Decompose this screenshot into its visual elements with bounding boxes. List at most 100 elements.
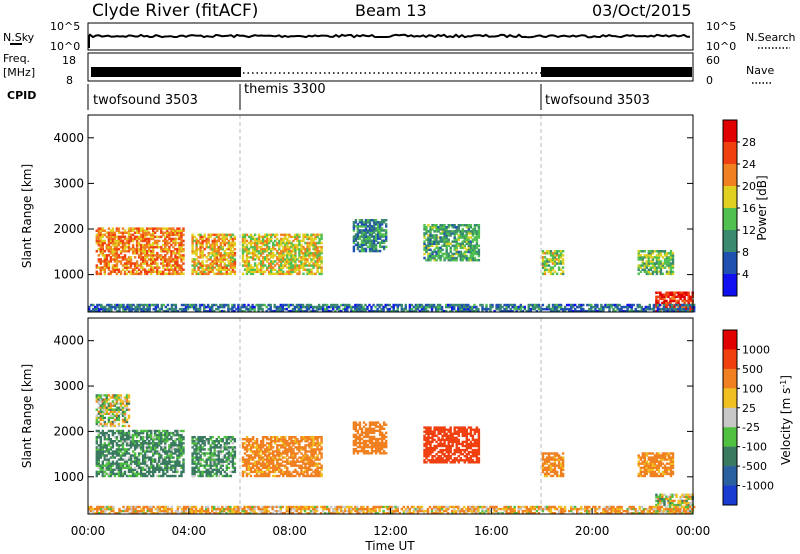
power-cell	[103, 270, 106, 273]
power-cell	[449, 309, 452, 313]
power-cell	[378, 303, 381, 307]
velocity-cell	[247, 466, 251, 469]
power-cell	[278, 245, 281, 249]
power-cell	[137, 247, 141, 251]
power-cell	[290, 258, 293, 261]
power-cell	[423, 248, 426, 252]
velocity-cell	[227, 458, 231, 461]
velocity-cell	[139, 452, 143, 455]
velocity-cell	[207, 464, 210, 467]
power-cell	[265, 305, 268, 309]
velocity-cell	[154, 438, 157, 441]
power-cell	[166, 229, 169, 232]
power-cell	[166, 247, 169, 251]
power-cell	[123, 241, 127, 245]
velocity-cell	[203, 464, 206, 467]
power-cell	[156, 270, 159, 273]
power-cell	[94, 309, 97, 313]
power-cell	[109, 252, 113, 255]
power-cell	[101, 233, 104, 237]
power-cell	[207, 258, 210, 261]
power-cell	[141, 260, 145, 263]
power-cell	[279, 307, 282, 311]
power-cell	[433, 236, 436, 239]
velocity-cell	[113, 452, 117, 455]
power-cell	[473, 258, 477, 262]
velocity-cell	[105, 458, 108, 461]
velocity-cell	[217, 462, 220, 465]
velocity-cell	[233, 456, 237, 459]
power-cell	[445, 226, 448, 229]
power-cell	[423, 240, 426, 243]
velocity-cell	[109, 462, 113, 465]
velocity-cell	[133, 456, 137, 459]
power-cell	[362, 239, 366, 242]
power-cell	[368, 233, 372, 236]
power-cell	[164, 243, 167, 247]
velocity-cell	[150, 458, 153, 461]
power-cell	[314, 243, 317, 247]
velocity-cell	[144, 468, 147, 471]
power-cell	[215, 252, 218, 255]
power-cell	[174, 237, 177, 241]
velocity-cell	[115, 400, 119, 403]
power-cell	[127, 245, 131, 249]
power-cell	[241, 305, 244, 309]
power-cell	[683, 293, 686, 296]
power-cell	[356, 245, 360, 249]
power-cell	[495, 307, 498, 311]
power-cell	[314, 262, 317, 265]
velocity-cell	[172, 456, 175, 459]
velocity-cell	[141, 440, 145, 443]
velocity-cell	[101, 452, 104, 455]
power-cell	[463, 307, 466, 311]
power-cell	[154, 309, 157, 313]
power-cell	[661, 256, 665, 259]
power-cell	[219, 258, 222, 261]
power-cell	[139, 243, 143, 247]
power-cell	[231, 303, 234, 307]
velocity-cell	[245, 474, 249, 478]
power-cell	[219, 303, 222, 307]
power-cell	[162, 243, 165, 247]
power-cell	[376, 225, 380, 228]
power-cell	[545, 252, 549, 255]
power-cell	[178, 231, 181, 234]
velocity-cell	[272, 468, 275, 471]
power-cell	[170, 303, 174, 307]
power-cell	[669, 301, 672, 305]
power-cell	[463, 305, 466, 309]
power-cell	[368, 309, 371, 313]
power-cell	[318, 256, 321, 259]
power-cell	[533, 305, 537, 309]
velocity-cell	[156, 466, 159, 469]
power-cell	[176, 233, 179, 237]
power-cell	[645, 266, 648, 269]
power-cell	[251, 303, 254, 307]
power-cell	[231, 237, 235, 241]
power-cell	[99, 235, 102, 239]
velocity-cell	[191, 472, 194, 476]
velocity-cell	[113, 420, 117, 424]
power-cell	[657, 291, 660, 294]
power-cell	[342, 307, 345, 311]
velocity-cell	[201, 458, 204, 461]
power-cell	[164, 231, 167, 234]
power-cell	[578, 309, 581, 313]
velocity-cell	[255, 440, 259, 443]
power-cell	[312, 262, 315, 265]
velocity-cell	[251, 436, 255, 439]
velocity-cell	[168, 454, 171, 457]
power-cell	[207, 252, 210, 255]
power-cell	[471, 238, 475, 241]
power-cell	[96, 303, 99, 307]
power-cell	[233, 262, 237, 265]
power-cell	[663, 258, 667, 261]
power-cell	[378, 249, 382, 253]
power-cell	[243, 245, 247, 249]
power-cell	[286, 243, 289, 247]
power-cell	[362, 243, 366, 247]
power-cell	[207, 254, 210, 257]
velocity-cell	[193, 472, 196, 476]
velocity-cell	[241, 472, 245, 476]
